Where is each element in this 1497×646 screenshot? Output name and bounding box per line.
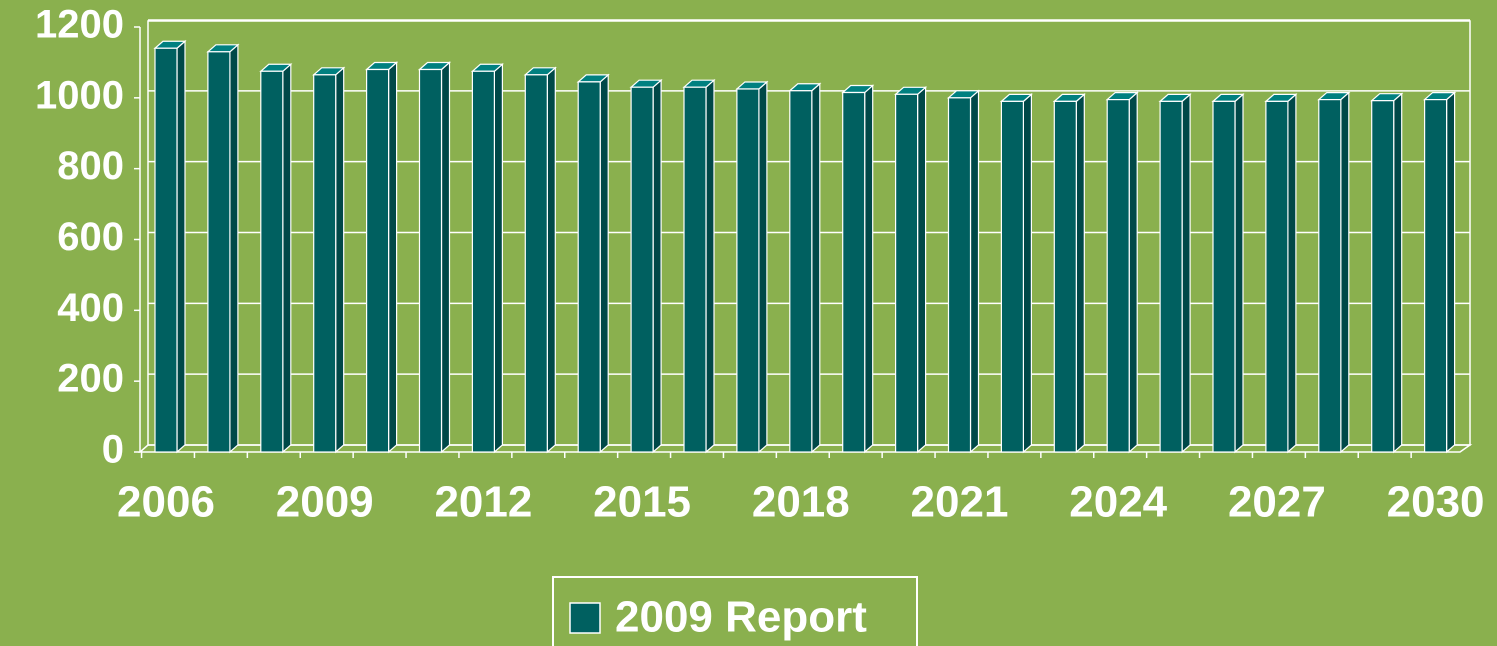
bar-side xyxy=(1022,93,1033,454)
x-tick-label: 2030 xyxy=(1387,478,1485,527)
bar xyxy=(418,68,443,453)
bar xyxy=(1423,99,1448,453)
bar xyxy=(1212,100,1236,453)
bar-side xyxy=(1234,93,1244,454)
bar xyxy=(947,97,972,453)
bar-side xyxy=(1393,92,1403,454)
x-tick-label: 2009 xyxy=(276,478,374,527)
bar-side xyxy=(864,84,874,454)
bar xyxy=(1371,100,1395,453)
bar-side xyxy=(599,73,609,454)
bar-side xyxy=(229,43,239,454)
bar xyxy=(736,88,760,453)
x-tick-label: 2006 xyxy=(117,478,215,527)
bar-side xyxy=(440,61,451,454)
legend-label: 2009 Report xyxy=(615,593,867,642)
bar xyxy=(366,68,390,453)
bar-side xyxy=(546,66,556,454)
x-tick-label: 2021 xyxy=(911,478,1009,527)
bar-side xyxy=(705,78,715,454)
x-tick-label: 2027 xyxy=(1228,478,1326,527)
bar-side xyxy=(1445,91,1456,454)
bar xyxy=(1106,99,1130,453)
bar xyxy=(789,90,813,453)
legend xyxy=(552,576,918,646)
bar xyxy=(630,86,654,453)
y-tick-label: 1200 xyxy=(35,3,124,47)
bar xyxy=(683,86,707,453)
bar xyxy=(577,81,601,453)
bar xyxy=(1000,100,1025,453)
bar xyxy=(471,70,495,453)
x-tick-label: 2024 xyxy=(1069,478,1167,527)
y-tick-label: 0 xyxy=(102,428,124,472)
bar-side xyxy=(335,66,345,454)
bar-side xyxy=(652,78,662,454)
legend-swatch xyxy=(569,602,601,634)
bar xyxy=(1159,100,1183,453)
y-tick-label: 1000 xyxy=(35,73,124,117)
x-tick-label: 2018 xyxy=(752,478,850,527)
bar-side xyxy=(1287,93,1297,454)
bar-side xyxy=(1075,93,1085,454)
bar xyxy=(207,51,231,453)
bar xyxy=(524,74,548,453)
bar-side xyxy=(1128,91,1138,454)
x-tick-label: 2012 xyxy=(434,478,532,527)
bar-side xyxy=(758,80,768,454)
y-tick-label: 200 xyxy=(57,357,124,401)
bar-side xyxy=(969,89,980,454)
bar xyxy=(1053,100,1077,453)
bar xyxy=(313,74,337,453)
x-tick-label: 2015 xyxy=(593,478,691,527)
bar-side xyxy=(282,62,292,454)
bar xyxy=(260,70,284,453)
y-tick-label: 400 xyxy=(57,286,124,330)
bar-side xyxy=(1181,93,1191,454)
y-tick-label: 600 xyxy=(57,215,124,259)
bar xyxy=(842,91,866,453)
bar-side xyxy=(493,62,503,454)
y-tick-label: 800 xyxy=(57,144,124,188)
bar xyxy=(1265,100,1289,453)
bar-side xyxy=(916,85,927,454)
bar xyxy=(1318,99,1342,453)
bar xyxy=(894,93,919,453)
bar-side xyxy=(1340,91,1350,454)
bar xyxy=(154,47,178,453)
bar-side xyxy=(811,82,821,454)
bar-side xyxy=(388,61,398,454)
bar-side xyxy=(176,39,186,454)
